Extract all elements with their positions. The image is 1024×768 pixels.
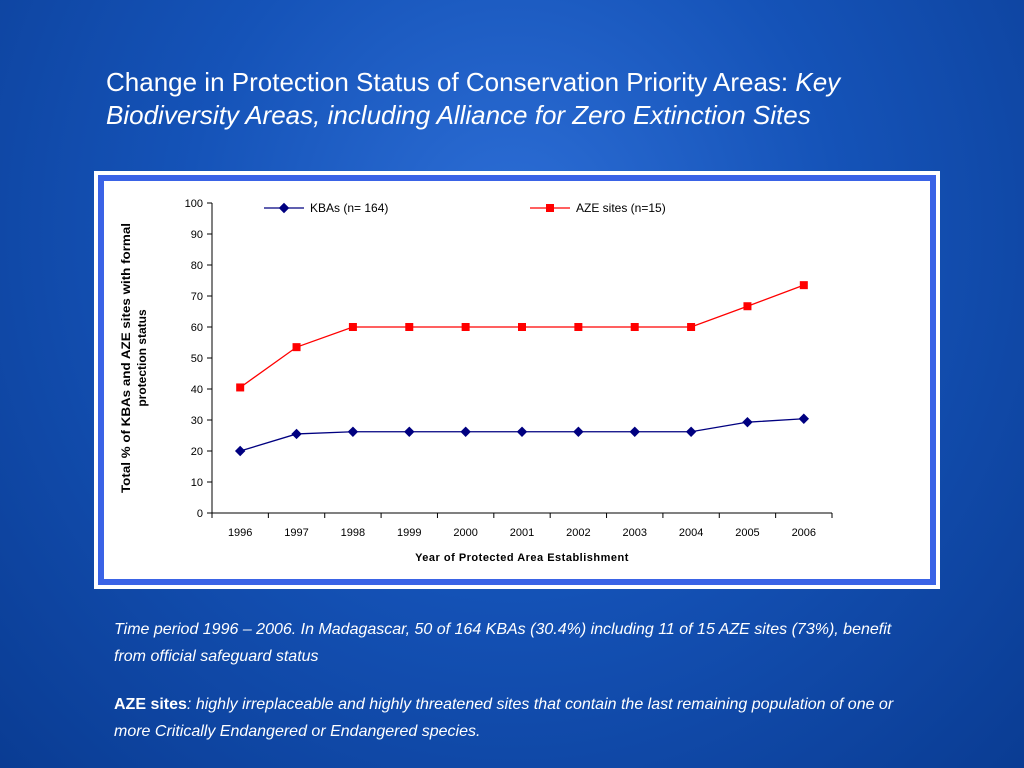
y-axis-title-line: Total % of KBAs and AZE sites with forma… bbox=[119, 223, 133, 493]
x-tick-label: 2005 bbox=[735, 527, 759, 539]
x-tick-label: 2006 bbox=[792, 527, 816, 539]
data-point bbox=[798, 413, 810, 424]
legend-label: AZE sites (n=15) bbox=[576, 201, 666, 215]
slide-title-plain: Change in Protection Status of Conservat… bbox=[106, 67, 796, 97]
data-point bbox=[291, 428, 302, 440]
x-tick-label: 2004 bbox=[679, 527, 703, 539]
series-line bbox=[239, 284, 805, 388]
x-tick-label: 2000 bbox=[453, 527, 477, 539]
legend-label: KBAs (n= 164) bbox=[310, 201, 388, 215]
x-tick-label: 1997 bbox=[284, 527, 308, 539]
data-point bbox=[404, 426, 415, 437]
data-point bbox=[743, 302, 752, 311]
data-point bbox=[234, 445, 246, 457]
data-point bbox=[687, 323, 696, 331]
x-axis-title: Year of Protected Area Establishment bbox=[415, 552, 629, 564]
legend-marker bbox=[546, 204, 554, 212]
data-point bbox=[742, 416, 753, 428]
x-tick-label: 2002 bbox=[566, 527, 590, 539]
y-tick-label: 40 bbox=[191, 384, 203, 396]
data-point bbox=[347, 426, 359, 437]
data-point bbox=[236, 383, 245, 392]
y-tick-label: 70 bbox=[191, 291, 203, 303]
data-point bbox=[405, 323, 414, 331]
y-axis-title-line: protection status bbox=[135, 309, 149, 407]
y-tick-label: 20 bbox=[191, 446, 203, 458]
legend-marker bbox=[278, 202, 290, 214]
chart-frame: 0 10 20 30 40 50 60 70 80 90 100 1996 1997 1998 1999 20… bbox=[94, 171, 940, 589]
y-tick-label: 30 bbox=[191, 415, 203, 427]
definition-text: : highly irreplaceable and highly threat… bbox=[114, 696, 894, 740]
x-tick-label: 1996 bbox=[228, 527, 252, 539]
y-tick-label: 60 bbox=[191, 322, 203, 334]
data-point bbox=[348, 323, 357, 331]
line-chart: 0 10 20 30 40 50 60 70 80 90 100 1996 1997 1998 1999 20… bbox=[119, 198, 833, 564]
x-tick-label: 2001 bbox=[510, 527, 534, 539]
x-tick-label: 2003 bbox=[622, 527, 646, 539]
y-tick-label: 10 bbox=[191, 477, 203, 489]
y-tick-label: 50 bbox=[191, 353, 203, 365]
caption-text: Time period 1996 – 2006. In Madagascar, … bbox=[114, 621, 892, 665]
y-tick-label: 80 bbox=[191, 260, 203, 272]
aze-definition: AZE sites: highly irreplaceable and high… bbox=[114, 691, 924, 745]
data-point bbox=[574, 323, 583, 331]
data-point bbox=[630, 323, 639, 331]
chart-border: 0 10 20 30 40 50 60 70 80 90 100 1996 1997 1998 1999 20… bbox=[98, 175, 936, 585]
data-point bbox=[518, 323, 526, 331]
data-point bbox=[573, 426, 584, 437]
slide-title: Change in Protection Status of Conservat… bbox=[106, 66, 966, 132]
data-point bbox=[629, 426, 640, 437]
data-point bbox=[461, 323, 470, 331]
data-point bbox=[685, 426, 697, 437]
y-tick-label: 0 bbox=[197, 508, 203, 520]
data-point bbox=[460, 426, 471, 437]
x-tick-label: 1998 bbox=[341, 527, 365, 539]
data-point bbox=[292, 343, 301, 352]
definition-term: AZE sites bbox=[114, 696, 187, 713]
slide-title-italic: Key Biodiversity Areas, including Allian… bbox=[106, 67, 841, 130]
y-tick-label: 90 bbox=[191, 229, 203, 241]
x-tick-label: 1999 bbox=[397, 527, 421, 539]
data-point bbox=[516, 426, 528, 437]
data-point bbox=[799, 281, 808, 290]
y-tick-label: 100 bbox=[185, 198, 203, 210]
